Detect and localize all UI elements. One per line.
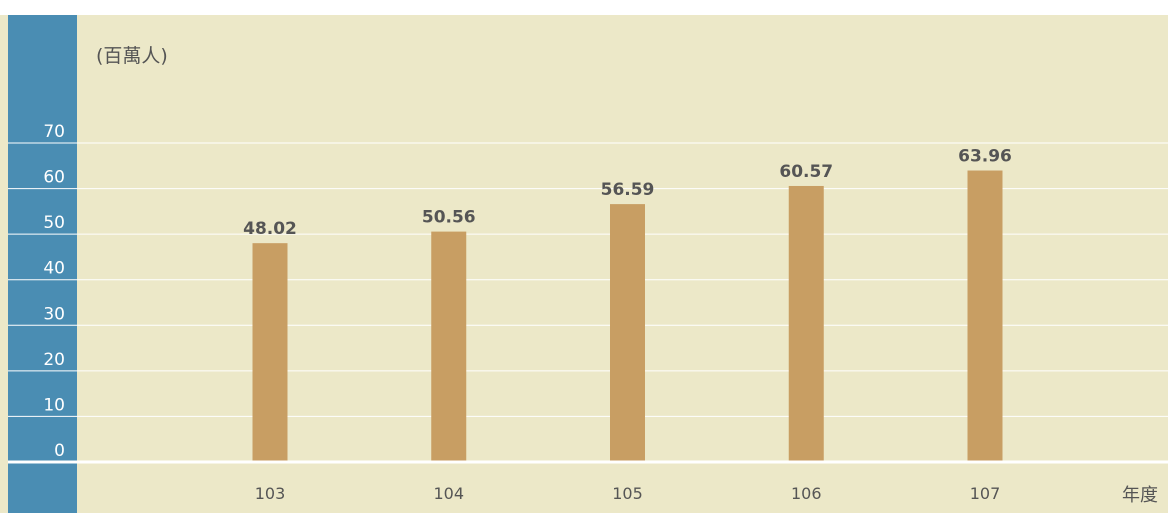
value-label: 48.02	[243, 219, 297, 239]
x-tick-label: 103	[255, 484, 286, 503]
y-tick-label: 70	[43, 122, 65, 142]
x-tick-label: 104	[433, 484, 464, 503]
value-label: 63.96	[958, 147, 1012, 167]
value-label: 50.56	[422, 208, 476, 228]
y-tick-label: 10	[43, 395, 65, 415]
y-tick-label: 20	[43, 350, 65, 370]
y-axis-band	[8, 15, 77, 513]
x-tick-label: 106	[791, 484, 822, 503]
x-tick-labels: 103 104 105 106 107	[255, 484, 1001, 503]
bar	[431, 231, 467, 462]
value-labels: 48.02 50.56 56.59 60.57 63.96	[243, 147, 1012, 240]
bar	[788, 185, 824, 462]
bar	[967, 170, 1003, 462]
y-tick-label: 50	[43, 213, 65, 233]
y-tick-label: 30	[43, 304, 65, 324]
y-tick-labels: 0 10 20 30 40 50 60 70	[43, 122, 65, 461]
bars	[252, 170, 1003, 463]
y-tick-label: 60	[43, 168, 65, 188]
y-tick-label: 0	[54, 441, 65, 461]
x-tick-label: 107	[970, 484, 1001, 503]
bar	[252, 243, 288, 462]
value-label: 56.59	[601, 180, 655, 200]
bar	[610, 204, 645, 463]
y-tick-label: 40	[43, 259, 65, 279]
unit-label: (百萬人)	[96, 45, 168, 67]
x-axis-label: 年度	[1122, 485, 1158, 506]
value-label: 60.57	[779, 162, 833, 182]
x-tick-label: 105	[612, 484, 643, 503]
